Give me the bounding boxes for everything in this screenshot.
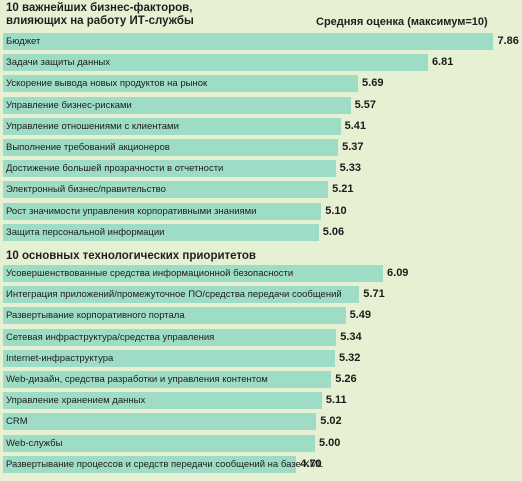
bar-label: Бюджет	[6, 36, 41, 47]
bar	[3, 435, 315, 452]
bar-label: Задачи защиты данных	[6, 57, 111, 68]
bar-value-label: 5.33	[339, 162, 361, 174]
section-title-1-line-2: влияющих на работу ИТ-службы	[6, 15, 194, 27]
bar-label: Сетевая инфраструктура/средства управлен…	[6, 332, 215, 343]
bar	[3, 413, 317, 430]
bar-label: Развертывание процессов и средств переда…	[6, 459, 323, 470]
bar	[3, 75, 359, 92]
bar-label: Управление отношениями с клиентами	[6, 121, 179, 132]
bar-label: Интеграция приложений/промежуточное ПО/с…	[6, 289, 342, 300]
bar	[3, 54, 428, 71]
bar-value-label: 5.49	[349, 309, 371, 321]
bar-label: Ускорение вывода новых продуктов на рыно…	[6, 78, 208, 89]
bar-value-label: 5.71	[363, 288, 385, 300]
bar	[3, 329, 337, 346]
bar	[3, 181, 329, 198]
bar-value-label: 5.69	[362, 77, 384, 89]
bar-label: Защита персональной информации	[6, 227, 165, 238]
bar-label: Web-службы	[6, 438, 63, 449]
bar	[3, 456, 297, 473]
bar	[3, 224, 319, 241]
bar-value-label: 5.41	[344, 120, 366, 132]
bar-value-label: 5.06	[322, 226, 345, 238]
bar-value-label: 5.10	[325, 205, 347, 217]
bar	[3, 139, 339, 156]
bar-label: Достижение большей прозрачности в отчетн…	[6, 163, 224, 174]
bar-label: Web-дизайн, средства разработки и управл…	[6, 374, 268, 385]
bar-value-label: 5.37	[342, 141, 364, 153]
bar-value-label: 7.86	[497, 35, 519, 47]
bar	[3, 97, 351, 114]
bar	[3, 307, 346, 324]
bar-label: Развертывание корпоративного портала	[6, 310, 185, 321]
bar-value-label: 5.57	[354, 99, 376, 111]
bar-label: Управление хранением данных	[6, 395, 146, 406]
section-title-1-line-1: 10 важнейших бизнес-факторов,	[6, 2, 193, 14]
bar	[3, 33, 494, 50]
bar	[3, 286, 360, 303]
bar-value-label: 5.11	[325, 394, 347, 406]
bar	[3, 203, 322, 220]
bar-value-label: 5.02	[320, 415, 342, 427]
bar-label: Усовершенствованные средства информацион…	[6, 268, 294, 279]
bar-value-label: 4.70	[300, 458, 322, 470]
bar	[3, 392, 322, 409]
bar-value-label: 5.34	[340, 331, 362, 343]
bar-label: Internet-инфраструктура	[6, 353, 114, 364]
bar-label: Управление бизнес-рисками	[6, 100, 132, 111]
bar-label: CRM	[6, 416, 28, 427]
bar-label: Рост значимости управления корпоративным…	[6, 206, 257, 217]
bar	[3, 265, 384, 282]
bar-value-label: 5.32	[338, 352, 361, 364]
bar	[3, 160, 336, 177]
bar-value-label: 5.00	[319, 437, 341, 449]
bar-value-label: 6.81	[431, 56, 454, 68]
bar-label: Электронный бизнес/правительство	[6, 184, 166, 195]
section-title-2-line-1: 10 основных технологических приоритетов	[6, 250, 256, 262]
average-score-label: Средняя оценка (максимум=10)	[316, 16, 488, 28]
bar-value-label: 5.26	[335, 373, 357, 385]
bar	[3, 371, 332, 388]
bar-value-label: 6.09	[387, 267, 409, 279]
bar-value-label: 5.21	[332, 183, 354, 195]
bar	[3, 350, 335, 367]
bar	[3, 118, 341, 135]
bar-label: Выполнение требований акционеров	[6, 142, 170, 153]
